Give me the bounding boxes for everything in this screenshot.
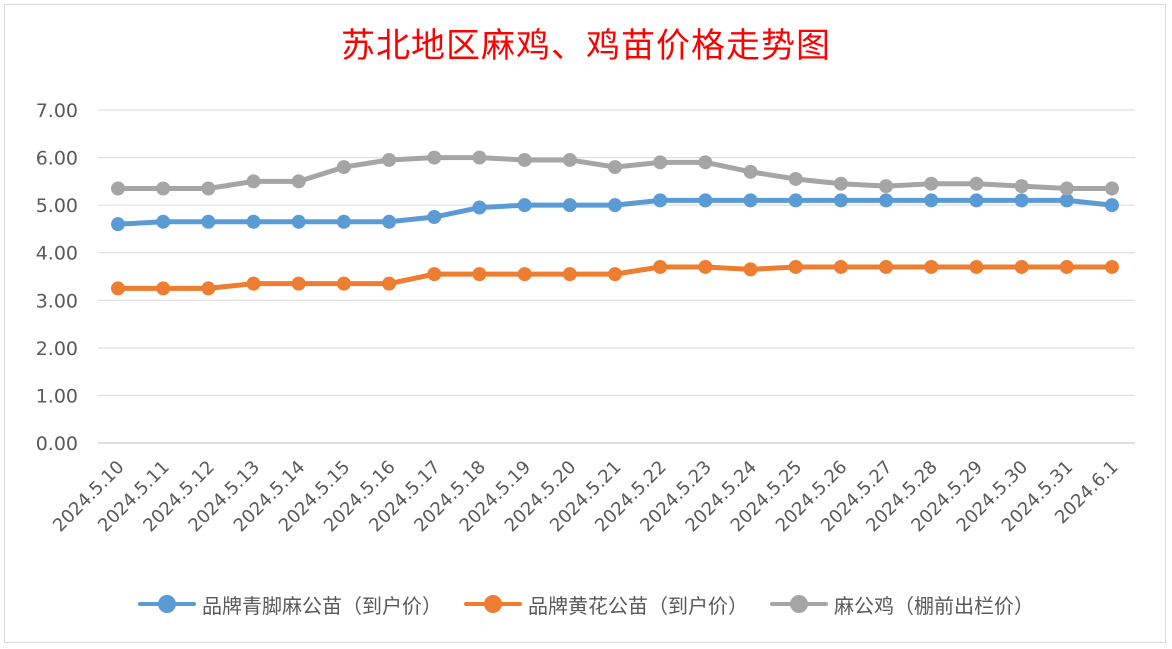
data-point <box>788 171 803 186</box>
chart-title: 苏北地区麻鸡、鸡苗价格走势图 <box>341 26 831 66</box>
data-point <box>1014 179 1029 194</box>
x-axis-ticks: 2024.5.102024.5.112024.5.122024.5.132024… <box>49 457 1123 537</box>
data-point <box>472 267 487 282</box>
data-point <box>201 214 216 229</box>
data-point <box>156 281 171 296</box>
data-point <box>608 160 622 175</box>
series-lines <box>111 150 1119 296</box>
data-point <box>879 193 894 208</box>
series-2 <box>111 150 1119 196</box>
data-point <box>698 193 713 208</box>
legend-item-qingjiao: 品牌青脚麻公苗（到户价） <box>138 590 442 619</box>
data-point <box>246 276 261 291</box>
y-tick-label: 3.00 <box>36 290 78 312</box>
data-point <box>924 193 939 208</box>
legend-label-magongji: 麻公鸡（棚前出栏价） <box>834 593 1034 618</box>
data-point <box>924 259 939 274</box>
data-point <box>156 181 171 196</box>
series-1 <box>111 259 1119 296</box>
y-tick-label: 6.00 <box>36 148 78 170</box>
y-tick-label: 7.00 <box>36 100 78 122</box>
data-point <box>1059 193 1074 208</box>
data-point <box>291 174 306 189</box>
data-point <box>879 259 894 274</box>
data-point <box>1105 181 1119 196</box>
data-point <box>562 152 577 167</box>
legend-label-qingjiao: 品牌青脚麻公苗（到户价） <box>202 593 442 618</box>
data-point <box>653 155 668 170</box>
data-point <box>1059 259 1074 274</box>
data-point <box>517 267 532 282</box>
data-point <box>562 267 577 282</box>
data-point <box>833 176 848 191</box>
data-point <box>427 267 442 282</box>
data-point <box>427 210 442 225</box>
y-tick-label: 0.00 <box>36 433 78 455</box>
data-point <box>969 176 984 191</box>
legend-swatch-magongji <box>770 595 828 613</box>
data-point <box>653 193 668 208</box>
data-point <box>653 259 668 274</box>
data-point <box>336 276 351 291</box>
data-point <box>833 259 848 274</box>
data-point <box>427 150 442 165</box>
legend-label-huanghua: 品牌黄花公苗（到户价） <box>528 593 748 618</box>
data-point <box>246 214 261 229</box>
data-point <box>879 179 894 194</box>
data-point <box>1014 259 1029 274</box>
data-point <box>743 164 758 179</box>
series-0 <box>111 193 1119 232</box>
data-point <box>924 176 939 191</box>
legend: 品牌青脚麻公苗（到户价） 品牌黄花公苗（到户价） 麻公鸡（棚前出栏价） <box>0 588 1172 620</box>
data-point <box>246 174 261 189</box>
legend-swatch-huanghua <box>464 595 522 613</box>
y-tick-label: 1.00 <box>36 385 78 407</box>
data-point <box>517 198 532 213</box>
data-point <box>156 214 171 229</box>
data-point <box>698 259 713 274</box>
y-tick-label: 4.00 <box>36 243 78 265</box>
data-point <box>743 262 758 277</box>
data-point <box>969 259 984 274</box>
data-point <box>1014 193 1029 208</box>
data-point <box>382 276 397 291</box>
data-point <box>788 193 803 208</box>
data-point <box>608 267 622 282</box>
data-point <box>698 155 713 170</box>
data-point <box>562 198 577 213</box>
legend-swatch-qingjiao <box>138 595 196 613</box>
y-tick-label: 2.00 <box>36 338 78 360</box>
data-point <box>201 281 216 296</box>
data-point <box>291 276 306 291</box>
data-point <box>788 259 803 274</box>
data-point <box>517 152 532 167</box>
data-point <box>608 198 622 213</box>
data-point <box>472 150 487 165</box>
data-point <box>969 193 984 208</box>
data-point <box>336 160 351 175</box>
data-point <box>833 193 848 208</box>
data-point <box>201 181 216 196</box>
data-point <box>111 181 125 196</box>
y-axis-ticks: 0.00 1.00 2.00 3.00 4.00 5.00 6.00 7.00 <box>36 100 78 455</box>
data-point <box>472 200 487 215</box>
data-point <box>382 152 397 167</box>
data-point <box>111 281 125 296</box>
data-point <box>111 217 125 232</box>
data-point <box>743 193 758 208</box>
legend-item-magongji: 麻公鸡（棚前出栏价） <box>770 590 1034 619</box>
data-point <box>336 214 351 229</box>
data-point <box>1059 181 1074 196</box>
data-point <box>1105 259 1119 274</box>
data-point <box>1105 198 1119 213</box>
data-point <box>291 214 306 229</box>
legend-item-huanghua: 品牌黄花公苗（到户价） <box>464 590 748 619</box>
y-tick-label: 5.00 <box>36 195 78 217</box>
data-point <box>382 214 397 229</box>
